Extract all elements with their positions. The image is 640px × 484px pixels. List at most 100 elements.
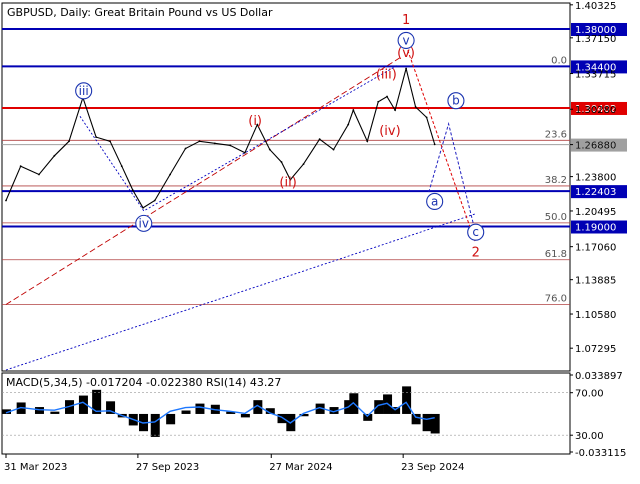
macd-bar-30 — [391, 407, 401, 414]
macd-bar-14 — [195, 403, 205, 414]
wave-circle-1 — [135, 214, 153, 232]
wave-circle-10 — [426, 192, 444, 210]
price-point-31 — [405, 67, 407, 70]
osc-tick-label-1: 70.00 — [575, 389, 604, 400]
rsi-line — [5, 401, 435, 424]
macd-bar-6 — [92, 389, 102, 414]
wave-circle-2 — [397, 31, 415, 49]
ytick-label-3: 1.30280 — [575, 105, 616, 116]
price-point-33 — [425, 116, 428, 119]
wave-label-11: b — [452, 94, 460, 108]
price-point-19 — [268, 148, 271, 151]
forecast-blue-projection — [428, 121, 474, 225]
price-point-24 — [332, 148, 335, 151]
osc-tick-label-2: 30.00 — [575, 431, 604, 442]
price-point-12 — [169, 173, 172, 176]
wave-label-1: iv — [139, 216, 149, 230]
ytick-label-5: 1.23800 — [575, 173, 616, 184]
ytick-label-9: 1.10580 — [575, 310, 616, 321]
fib-label-3: 50.0 — [545, 212, 567, 223]
price-point-26 — [352, 109, 355, 111]
level-tag-4 — [571, 185, 627, 199]
price-point-14 — [198, 140, 201, 143]
wave-label-7: (v) — [397, 46, 415, 61]
ytick-label-8: 1.13885 — [575, 276, 616, 287]
macd-bar-31 — [402, 386, 412, 414]
wave-label-10: a — [431, 194, 438, 208]
fib-label-4: 61.8 — [545, 249, 567, 260]
price-point-17 — [243, 151, 246, 154]
wave-label-8: 1 — [402, 13, 410, 28]
wave-label-9: 2 — [472, 245, 480, 260]
fib-label-2: 38.2 — [545, 175, 567, 186]
ytick-label-1: 1.37150 — [575, 34, 616, 45]
xtick-label-3: 23 Sep 2024 — [401, 462, 464, 473]
price-point-32 — [414, 106, 417, 108]
wave-circle-12 — [467, 223, 485, 241]
level-label-5: 1.19000 — [575, 223, 616, 234]
macd-bar-23 — [315, 403, 325, 414]
price-point-21 — [289, 178, 292, 181]
macd-bar-34 — [430, 413, 440, 434]
macd-bar-18 — [253, 400, 263, 414]
level-tag-0 — [571, 22, 627, 36]
price-point-6 — [95, 136, 98, 139]
fib-label-1: 23.6 — [545, 129, 567, 140]
macd-bar-22 — [299, 413, 309, 417]
price-point-25 — [347, 123, 350, 126]
macd-bar-7 — [106, 401, 116, 414]
macd-bar-13 — [181, 410, 191, 414]
macd-bar-3 — [50, 411, 60, 414]
wave-label-5: (iii) — [376, 67, 397, 82]
macd-bar-24 — [329, 407, 339, 414]
level-label-0: 1.38000 — [575, 25, 616, 36]
macd-bar-2 — [34, 407, 44, 414]
macd-bar-17 — [240, 413, 250, 418]
price-point-23 — [318, 138, 321, 141]
forecast-red-projection — [405, 45, 476, 242]
macd-bar-20 — [277, 413, 287, 424]
macd-bar-33 — [422, 413, 432, 432]
wave-label-2: v — [403, 33, 410, 47]
price-point-10 — [142, 206, 144, 209]
ytick-label-4: 1.26880 — [575, 141, 616, 152]
level-label-3: 1.26880 — [575, 141, 616, 152]
wave-circle-11 — [447, 92, 465, 110]
wave-label-4: (ii) — [279, 176, 296, 191]
level-tag-3 — [571, 138, 627, 152]
price-point-15 — [213, 142, 216, 145]
trend-line-red-channel — [5, 56, 402, 305]
level-tag-1 — [571, 60, 627, 74]
fib-label-5: 76.0 — [545, 293, 567, 304]
wave-label-6: (iv) — [379, 124, 400, 139]
price-point-22 — [302, 163, 305, 166]
wave-label-0: iii — [79, 84, 89, 98]
wave-circle-0 — [75, 82, 93, 100]
osc-tick-label-3: -0.033115 — [575, 448, 626, 459]
level-label-4: 1.22403 — [575, 187, 616, 198]
macd-bar-16 — [226, 411, 236, 414]
macd-bar-5 — [78, 395, 88, 414]
ytick-label-2: 1.33715 — [575, 70, 616, 81]
macd-bar-28 — [374, 400, 384, 414]
level-tag-5 — [571, 220, 627, 234]
price-point-11 — [153, 199, 156, 202]
macd-bar-12 — [166, 413, 176, 425]
level-tag-2 — [571, 101, 627, 115]
ytick-label-10: 1.07295 — [575, 344, 616, 355]
fib-label-0: 0.0 — [551, 55, 567, 66]
ytick-label-7: 1.17060 — [575, 243, 616, 254]
xtick-label-2: 27 Mar 2024 — [269, 462, 332, 473]
price-point-13 — [184, 147, 187, 150]
macd-bar-0 — [2, 409, 11, 414]
osc-tick-label-0: 0.033897 — [575, 371, 623, 382]
price-point-27 — [366, 140, 369, 143]
xtick-label-0: 31 Mar 2023 — [4, 462, 67, 473]
price-point-4 — [68, 140, 70, 143]
level-label-2: 1.30402 — [575, 104, 616, 115]
level-label-1: 1.34400 — [575, 62, 616, 73]
oscillator-title: MACD(5,34,5) -0.017204 -0.022380 RSI(14)… — [6, 376, 281, 389]
wave-label-3: (i) — [248, 114, 262, 129]
